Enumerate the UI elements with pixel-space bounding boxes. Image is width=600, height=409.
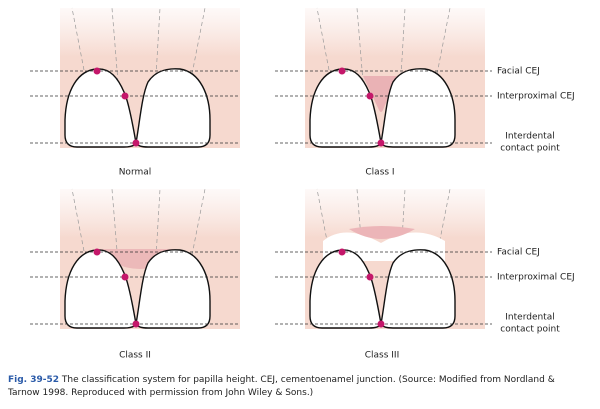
panel: [275, 188, 492, 329]
level-label: contact point: [500, 325, 560, 335]
diagram: Normal Class I Class II Class III Facial…: [30, 7, 575, 361]
tooth: [135, 249, 211, 329]
landmark-dot: [121, 273, 129, 281]
panel-label: Class III: [365, 351, 400, 361]
panel: [30, 188, 240, 329]
panel: [275, 7, 492, 148]
root-outline: [71, 7, 85, 71]
panel: [30, 7, 240, 148]
landmark-dot: [366, 273, 374, 281]
landmark-dot: [338, 248, 346, 256]
root-outline: [436, 188, 451, 256]
root-outline: [436, 7, 451, 75]
root-outline: [155, 7, 161, 77]
landmark-dot: [338, 67, 346, 75]
level-label: Facial CEJ: [497, 248, 540, 258]
landmark-dot: [132, 139, 140, 147]
landmark-dot: [121, 92, 129, 100]
level-label: contact point: [500, 144, 560, 154]
caption: Fig. 39-52 The classification system for…: [8, 374, 568, 400]
panel-label: Class II: [119, 351, 151, 361]
tooth: [135, 68, 211, 148]
landmark-dot: [132, 320, 140, 328]
root-outline: [316, 7, 330, 71]
root-outline: [71, 188, 85, 252]
figure-number: Fig. 39-52: [8, 375, 60, 385]
caption-text: The classification system for papilla he…: [8, 375, 555, 398]
gingiva-band: [349, 226, 415, 239]
papilla-deficit: [363, 76, 397, 112]
root-outline: [155, 188, 161, 258]
root-outline: [191, 7, 206, 75]
landmark-dot: [366, 92, 374, 100]
landmark-dot: [93, 67, 101, 75]
landmark-dot: [93, 248, 101, 256]
tooth: [380, 249, 456, 329]
root-outline: [356, 188, 364, 264]
landmark-dot: [377, 139, 385, 147]
root-outline: [191, 188, 206, 256]
panel-label: Class I: [365, 168, 394, 178]
level-label: Facial CEJ: [497, 67, 540, 77]
tooth: [380, 68, 456, 148]
level-label: Interproximal CEJ: [497, 273, 575, 283]
root-outline: [111, 188, 119, 264]
level-label: Interdental: [505, 313, 554, 323]
landmark-dot: [377, 320, 385, 328]
level-label: Interproximal CEJ: [497, 92, 575, 102]
panel-label: Normal: [119, 168, 152, 178]
root-outline: [356, 7, 364, 83]
root-outline: [400, 188, 406, 258]
level-label: Interdental: [505, 132, 554, 142]
root-outline: [400, 7, 406, 77]
root-outline: [111, 7, 119, 83]
